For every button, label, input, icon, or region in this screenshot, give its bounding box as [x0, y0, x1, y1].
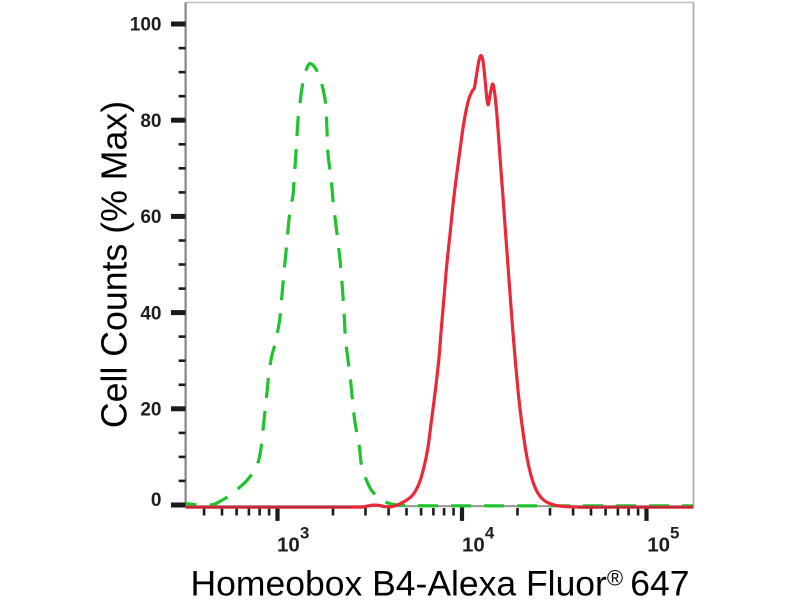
- svg-text:20: 20: [140, 400, 161, 421]
- svg-text:0: 0: [151, 490, 162, 511]
- svg-text:Homeobox B4-Alexa Fluor® 647: Homeobox B4-Alexa Fluor® 647: [191, 564, 690, 600]
- svg-text:80: 80: [140, 111, 161, 132]
- svg-text:Cell Counts (% Max): Cell Counts (% Max): [95, 101, 135, 428]
- svg-text:40: 40: [140, 303, 161, 324]
- svg-text:60: 60: [140, 207, 161, 228]
- svg-text:100: 100: [130, 15, 162, 36]
